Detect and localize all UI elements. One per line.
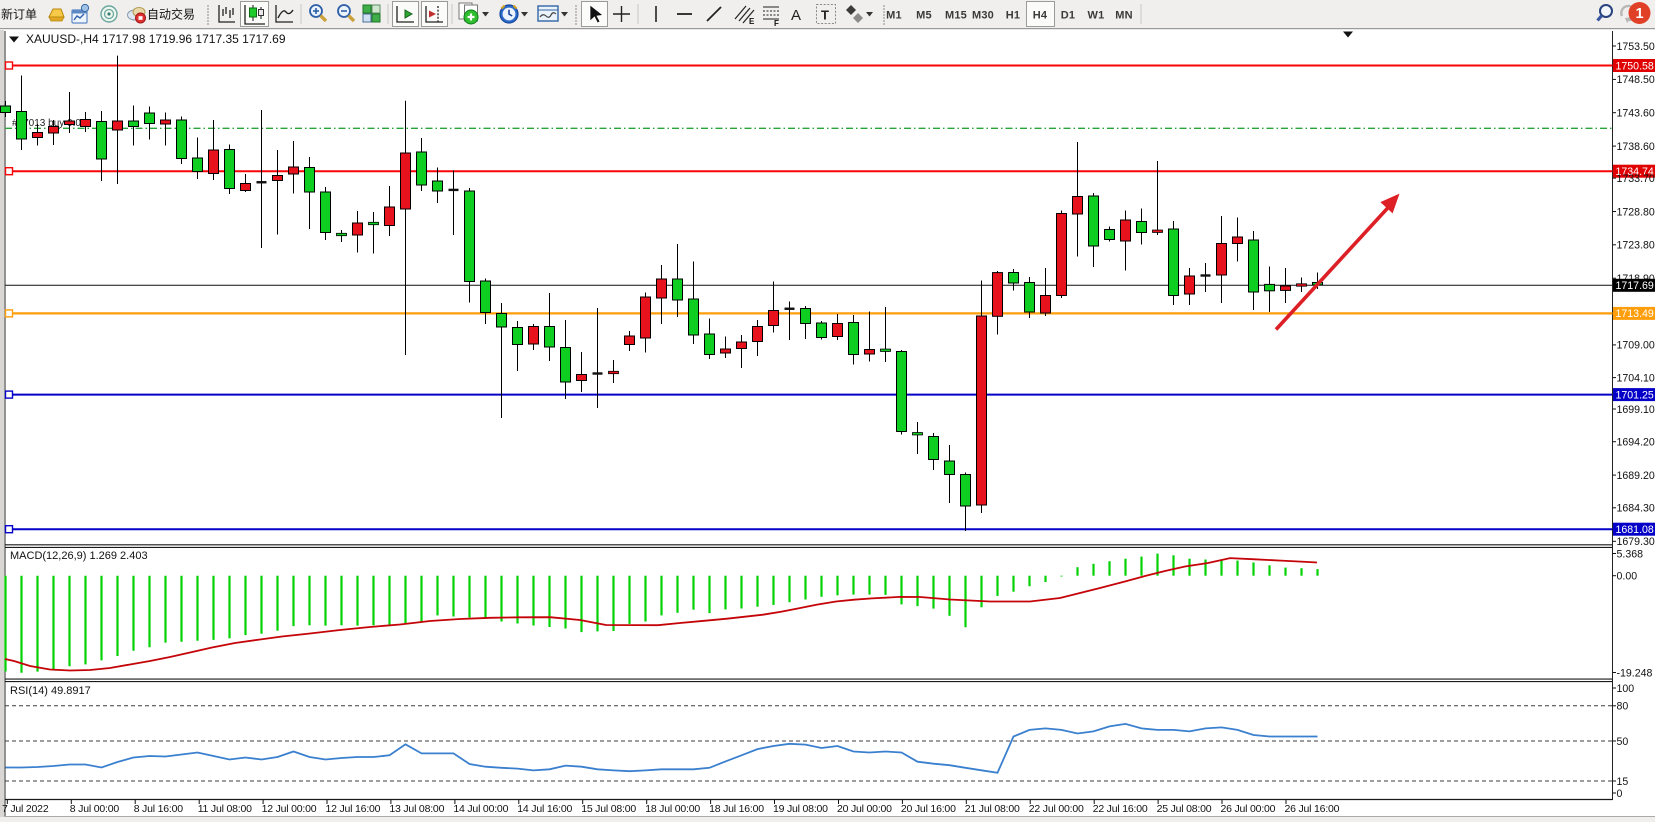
svg-text:F: F — [774, 19, 779, 28]
svg-text:1723.80: 1723.80 — [1617, 240, 1655, 252]
svg-text:15 Jul 08:00: 15 Jul 08:00 — [581, 803, 636, 815]
svg-text:M1: M1 — [886, 10, 902, 22]
svg-text:自动交易: 自动交易 — [147, 7, 195, 22]
svg-text:1733.70: 1733.70 — [1617, 173, 1655, 185]
svg-text:0: 0 — [1617, 788, 1623, 800]
svg-text:1728.80: 1728.80 — [1617, 206, 1655, 218]
svg-text:1704.10: 1704.10 — [1617, 372, 1655, 384]
svg-text:1701.25: 1701.25 — [1616, 389, 1654, 401]
svg-text:1748.50: 1748.50 — [1617, 74, 1655, 86]
svg-text:22 Jul 00:00: 22 Jul 00:00 — [1029, 803, 1084, 815]
svg-text:1743.60: 1743.60 — [1617, 108, 1655, 120]
svg-text:22 Jul 16:00: 22 Jul 16:00 — [1093, 803, 1148, 815]
svg-text:5.368: 5.368 — [1617, 548, 1644, 560]
svg-text:1709.00: 1709.00 — [1617, 340, 1655, 352]
svg-text:M15: M15 — [945, 10, 967, 22]
svg-text:21 Jul 08:00: 21 Jul 08:00 — [965, 803, 1020, 815]
svg-text:1734.74: 1734.74 — [1616, 166, 1654, 178]
svg-text:T: T — [821, 8, 829, 23]
svg-text:XAUUSD-,H4 1717.98 1719.96 17: XAUUSD-,H4 1717.98 1719.96 1717.35 1717.… — [26, 32, 286, 46]
svg-text:1681.08: 1681.08 — [1616, 524, 1654, 536]
svg-text:H1: H1 — [1006, 10, 1020, 22]
svg-text:13 Jul 08:00: 13 Jul 08:00 — [389, 803, 444, 815]
svg-text:1679.30: 1679.30 — [1617, 536, 1655, 548]
svg-text:18 Jul 16:00: 18 Jul 16:00 — [709, 803, 764, 815]
svg-text:26 Jul 16:00: 26 Jul 16:00 — [1285, 803, 1340, 815]
svg-text:14 Jul 16:00: 14 Jul 16:00 — [517, 803, 572, 815]
svg-text:50: 50 — [1617, 736, 1629, 748]
svg-text:12 Jul 16:00: 12 Jul 16:00 — [326, 803, 381, 815]
svg-text:RSI(14) 49.8917: RSI(14) 49.8917 — [10, 685, 91, 697]
svg-text:D1: D1 — [1061, 10, 1075, 22]
svg-text:18 Jul 00:00: 18 Jul 00:00 — [645, 803, 700, 815]
svg-text:#67013 buy 0.01: #67013 buy 0.01 — [12, 118, 87, 129]
svg-text:M30: M30 — [972, 10, 994, 22]
svg-text:15: 15 — [1617, 776, 1629, 788]
svg-text:1753.50: 1753.50 — [1617, 41, 1655, 53]
svg-text:MN: MN — [1115, 10, 1133, 22]
svg-text:80: 80 — [1617, 701, 1629, 713]
svg-text:1750.58: 1750.58 — [1616, 60, 1654, 72]
svg-text:1684.30: 1684.30 — [1617, 503, 1655, 515]
svg-text:12 Jul 00:00: 12 Jul 00:00 — [262, 803, 317, 815]
svg-text:7 Jul 2022: 7 Jul 2022 — [2, 803, 49, 815]
svg-text:E: E — [749, 17, 755, 26]
svg-text:W1: W1 — [1088, 10, 1105, 22]
svg-text:-19.248: -19.248 — [1617, 667, 1653, 679]
svg-text:0.00: 0.00 — [1617, 571, 1638, 583]
svg-text:MACD(12,26,9) 1.269 2.403: MACD(12,26,9) 1.269 2.403 — [10, 550, 148, 562]
svg-text:1694.20: 1694.20 — [1617, 437, 1655, 449]
svg-text:26 Jul 00:00: 26 Jul 00:00 — [1221, 803, 1276, 815]
svg-text:M5: M5 — [916, 10, 932, 22]
svg-text:1738.60: 1738.60 — [1617, 141, 1655, 153]
svg-text:19 Jul 08:00: 19 Jul 08:00 — [773, 803, 828, 815]
svg-text:25 Jul 08:00: 25 Jul 08:00 — [1157, 803, 1212, 815]
svg-text:14 Jul 00:00: 14 Jul 00:00 — [453, 803, 508, 815]
svg-text:A: A — [791, 7, 801, 24]
svg-text:1689.20: 1689.20 — [1617, 470, 1655, 482]
svg-text:1717.69: 1717.69 — [1616, 280, 1654, 292]
svg-text:1713.49: 1713.49 — [1616, 308, 1654, 320]
svg-text:1: 1 — [1635, 6, 1643, 22]
svg-text:8 Jul 00:00: 8 Jul 00:00 — [70, 803, 120, 815]
svg-text:新订单: 新订单 — [1, 7, 37, 22]
svg-text:20 Jul 16:00: 20 Jul 16:00 — [901, 803, 956, 815]
svg-text:11 Jul 08:00: 11 Jul 08:00 — [198, 803, 252, 815]
svg-text:8 Jul 16:00: 8 Jul 16:00 — [134, 803, 184, 815]
svg-text:H4: H4 — [1033, 10, 1048, 22]
svg-text:1699.10: 1699.10 — [1617, 404, 1655, 416]
svg-text:100: 100 — [1617, 683, 1635, 695]
svg-text:20 Jul 00:00: 20 Jul 00:00 — [837, 803, 892, 815]
